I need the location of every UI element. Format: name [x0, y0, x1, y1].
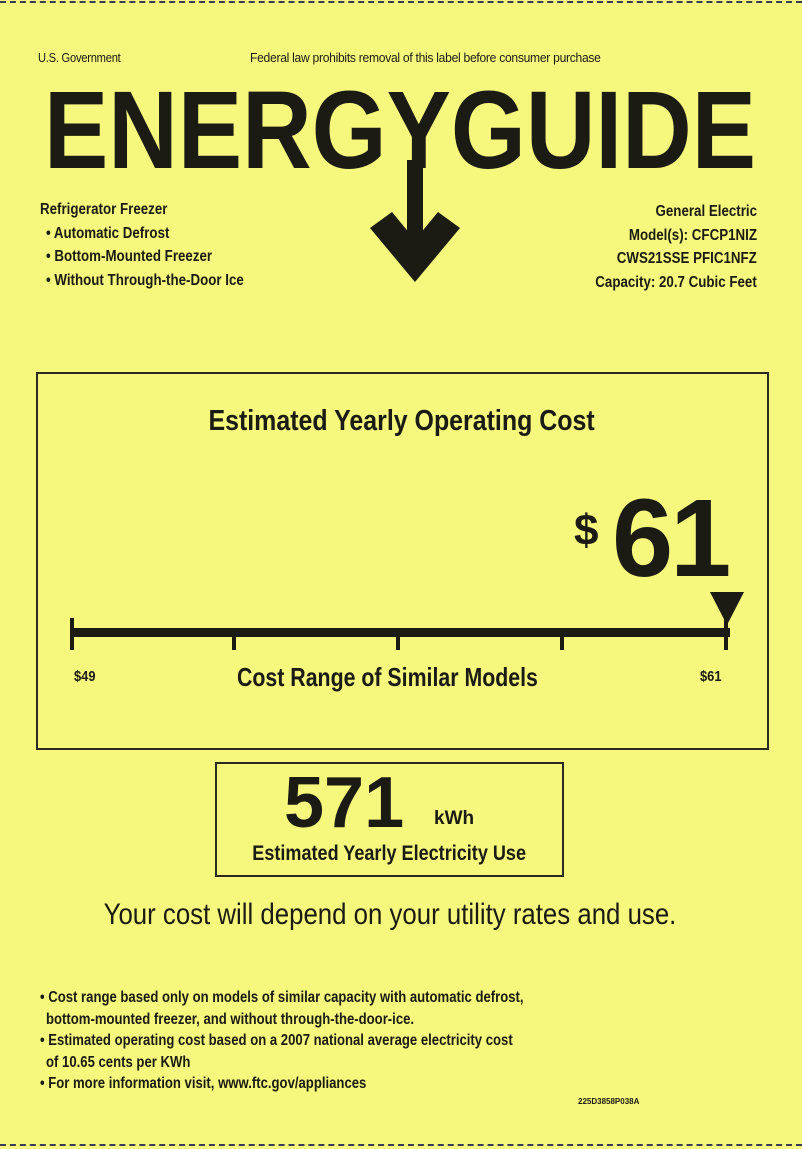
scale-tick — [70, 618, 74, 650]
energyguide-title: ENERGYGUIDE — [44, 69, 756, 192]
currency-symbol: $ — [574, 506, 599, 555]
range-caption: Cost Range of Similar Models — [237, 662, 538, 692]
us-government-text: U.S. Government — [38, 50, 121, 65]
appliance-info: Refrigerator Freezer • Automatic Defrost… — [40, 198, 276, 292]
footnote: • Estimated operating cost based on a 20… — [40, 1032, 513, 1049]
appliance-type: Refrigerator Freezer — [40, 201, 168, 218]
models: Model(s): CFCP1NIZ — [628, 226, 757, 244]
ftc-link[interactable]: For more information visit, www.ftc.gov/… — [48, 1075, 367, 1092]
feature-item: • Without Through-the-Door Ice — [46, 271, 244, 289]
footnote-continued: bottom-mounted freezer, and without thro… — [46, 1010, 415, 1028]
operating-cost-heading: Estimated Yearly Operating Cost — [208, 405, 595, 437]
cost-marker-icon — [710, 592, 744, 625]
footnotes: • Cost range based only on models of sim… — [40, 987, 630, 1095]
cut-line-top — [0, 1, 802, 3]
footnote: • For more information visit, www.ftc.go… — [40, 1075, 367, 1092]
down-arrow-icon — [370, 160, 460, 282]
range-min-label: $49 — [74, 668, 96, 685]
cost-statement: Your cost will depend on your utility ra… — [103, 898, 677, 931]
brand: General Electric — [655, 203, 757, 220]
footnote: • Cost range based only on models of sim… — [40, 989, 524, 1006]
cost-range-scale — [70, 592, 744, 650]
label-code: 225D3858P038A — [578, 1097, 640, 1106]
scale-tick — [724, 618, 728, 650]
electricity-unit: kWh — [434, 808, 475, 829]
scale-tick — [396, 632, 400, 650]
footnote-continued: of 10.65 cents per KWh — [46, 1053, 191, 1071]
feature-item: • Bottom-Mounted Freezer — [46, 248, 213, 265]
models-continued: CWS21SSE PFIC1NFZ — [617, 250, 757, 267]
electricity-use-caption: Estimated Yearly Electricity Use — [252, 842, 527, 865]
manufacturer-info: General Electric Model(s): CFCP1NIZ CWS2… — [569, 200, 757, 294]
electricity-use-box — [215, 762, 564, 877]
operating-cost-value: 61 — [612, 477, 731, 600]
electricity-use-value: 571 — [284, 763, 405, 843]
removal-notice: Federal law prohibits removal of this la… — [250, 50, 601, 65]
scale-tick — [560, 632, 564, 650]
capacity: Capacity: 20.7 Cubic Feet — [595, 273, 757, 291]
operating-cost-box — [36, 372, 769, 750]
feature-item: • Automatic Defrost — [46, 224, 170, 242]
cut-line-bottom — [0, 1144, 802, 1146]
scale-tick — [232, 632, 236, 650]
energyguide-logo: ENERGYGUIDE — [44, 69, 756, 282]
range-max-label: $61 — [700, 668, 722, 685]
